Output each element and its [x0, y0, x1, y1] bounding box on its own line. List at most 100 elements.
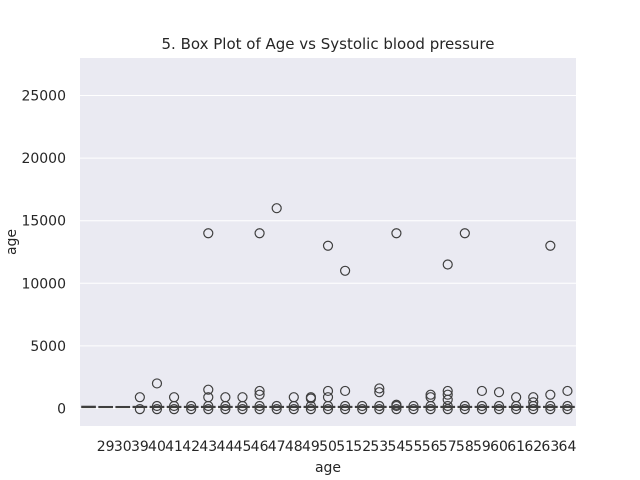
outlier-point — [254, 228, 265, 239]
x-tick-label: 40 — [148, 439, 166, 455]
outlier-point — [562, 385, 573, 397]
box-group — [320, 240, 336, 415]
outlier-point — [425, 404, 436, 415]
outlier-point — [271, 404, 282, 415]
y-tick-label: 5000 — [30, 339, 66, 355]
outlier-point — [511, 404, 522, 415]
x-tick-label: 50 — [319, 439, 337, 455]
box-group — [235, 392, 250, 415]
outlier-point — [271, 203, 282, 214]
box-group — [115, 405, 131, 409]
outlier-point — [391, 404, 402, 415]
outlier-point — [151, 378, 163, 389]
outlier-point — [220, 404, 231, 415]
outlier-point — [254, 385, 265, 397]
outlier-point — [511, 400, 522, 412]
outlier-point — [203, 404, 214, 415]
outlier-point — [288, 400, 299, 412]
outlier-point — [340, 265, 351, 276]
outlier-point — [305, 393, 316, 404]
chart-title: 5. Box Plot of Age vs Systolic blood pre… — [162, 35, 495, 53]
outlier-point — [545, 404, 556, 415]
x-tick-label: 46 — [251, 439, 269, 455]
outlier-point — [203, 400, 214, 412]
outlier-point — [254, 404, 265, 415]
box-group — [81, 405, 96, 409]
box-group — [337, 265, 353, 415]
outlier-point — [476, 404, 488, 415]
outlier-point — [374, 383, 385, 394]
grid-lines — [80, 95, 576, 409]
x-tick-label: 47 — [268, 439, 286, 455]
boxes-layer — [81, 203, 575, 415]
box-group — [525, 392, 541, 415]
box-group — [303, 392, 319, 415]
outlier-point — [408, 404, 419, 415]
outlier-point — [545, 389, 556, 400]
outlier-point — [151, 400, 163, 412]
box-group — [508, 392, 524, 415]
x-tick-label: 29 — [97, 439, 115, 455]
box-group — [286, 392, 302, 415]
x-tick-label: 45 — [234, 439, 252, 455]
outlier-point — [545, 400, 556, 412]
outlier-point — [425, 400, 436, 412]
outlier-point — [186, 400, 197, 412]
x-tick-label: 59 — [473, 439, 491, 455]
x-tick-label: 61 — [507, 439, 525, 455]
outlier-point — [528, 397, 539, 408]
outlier-point — [528, 400, 539, 412]
x-tick-label: 42 — [182, 439, 200, 455]
outlier-point — [476, 385, 488, 397]
x-tick-labels: 29 30 39 40 41 42 43 44 45 46 47 48 49 50 51 52 53 54 55 56… — [97, 439, 577, 455]
outlier-point — [288, 404, 299, 415]
outlier-point — [203, 384, 214, 395]
y-tick-label: 25000 — [21, 89, 66, 105]
outlier-point — [374, 400, 385, 412]
outlier-point — [476, 400, 488, 412]
box-group — [269, 203, 285, 415]
box-group — [423, 389, 438, 415]
x-tick-label: 30 — [114, 439, 132, 455]
outlier-point — [305, 400, 316, 412]
outlier-point — [425, 389, 436, 400]
outlier-point — [442, 400, 453, 412]
outlier-point — [340, 385, 351, 397]
box-group — [218, 392, 233, 415]
outlier-point — [203, 228, 214, 239]
x-tick-label: 62 — [524, 439, 542, 455]
outlier-point — [528, 404, 539, 415]
box-group — [183, 400, 199, 415]
outlier-point — [459, 228, 470, 239]
x-tick-label: 58 — [456, 439, 474, 455]
box-group — [406, 400, 421, 415]
box-group — [149, 378, 165, 415]
x-tick-label: 43 — [199, 439, 217, 455]
outlier-point — [493, 404, 505, 415]
outlier-point — [322, 385, 334, 397]
outlier-point — [168, 400, 180, 412]
box-group — [440, 259, 456, 415]
box-group — [166, 392, 182, 415]
box-group — [491, 387, 507, 415]
outlier-point — [493, 387, 505, 398]
x-tick-label: 53 — [370, 439, 388, 455]
outlier-point — [220, 400, 231, 412]
outlier-point — [493, 400, 505, 412]
outlier-point — [305, 404, 316, 415]
x-axis-label: age — [315, 460, 341, 476]
box-group — [354, 400, 370, 415]
outlier-point — [357, 404, 368, 415]
outlier-point — [254, 389, 265, 400]
x-tick-label: 54 — [387, 439, 405, 455]
x-tick-label: 49 — [302, 439, 320, 455]
outlier-point — [562, 404, 573, 415]
outlier-point — [168, 404, 180, 415]
y-tick-label: 15000 — [21, 214, 66, 230]
outlier-point — [391, 400, 402, 412]
outlier-point — [237, 400, 248, 412]
y-tick-label: 10000 — [21, 276, 66, 292]
outlier-point — [408, 400, 419, 412]
y-tick-labels: 0 5000 10000 15000 20000 25000 — [21, 89, 66, 418]
